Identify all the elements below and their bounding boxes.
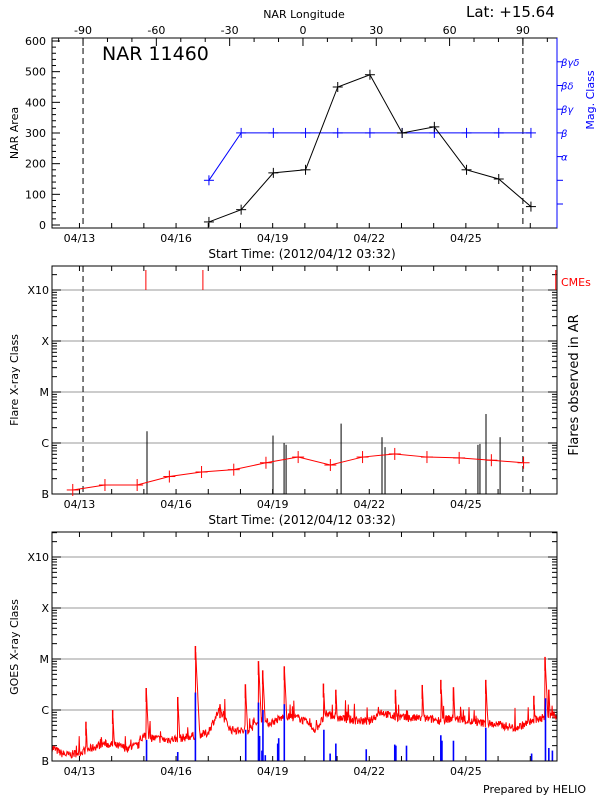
class-tick-label: C — [41, 704, 49, 717]
area-tick-label: 100 — [25, 188, 46, 201]
time-tick-label: 04/19 — [257, 232, 289, 245]
flare-panel: B C M X X10 04/13 04/16 04/19 04/22 04/25 — [27, 265, 558, 511]
goes-panel: B C M X X10 04/13 04/16 04/19 04/22 04/25 — [27, 531, 558, 778]
time-tick-label: 04/16 — [160, 498, 192, 511]
prepared-by-label: Prepared by HELIO — [483, 783, 586, 796]
mag-class-tick-label: β — [560, 129, 568, 140]
longitude-tick-label: -90 — [74, 24, 92, 37]
region-title: NAR 11460 — [102, 43, 209, 65]
longitude-tick-label: 90 — [516, 24, 530, 37]
class-tick-label: X10 — [27, 284, 49, 297]
goes-flux-line — [51, 651, 558, 759]
class-tick-label: M — [40, 653, 50, 666]
mag-class-tick-label: βδ — [560, 82, 574, 93]
area-tick-label: 400 — [25, 96, 46, 109]
area-tick-label: 300 — [25, 127, 46, 140]
time-tick-label: 04/22 — [353, 765, 385, 778]
time-tick-label: 04/16 — [160, 232, 192, 245]
nar-area-panel: 04/13 04/16 04/19 04/22 04/25010020030040050… — [25, 24, 579, 245]
class-tick-label: B — [41, 488, 49, 501]
cme-label: CMEs — [561, 276, 591, 289]
time-tick-label: 04/25 — [450, 765, 482, 778]
time-tick-label: 04/19 — [257, 498, 289, 511]
mag-class-tick-label: βγ — [560, 105, 574, 116]
longitude-tick-label: -60 — [147, 24, 165, 37]
mag-class-tick-label: α — [561, 153, 568, 164]
longitude-tick-label: 60 — [443, 24, 457, 37]
mag-class-line — [208, 132, 531, 181]
time-tick-label: 04/25 — [450, 498, 482, 511]
longitude-axis-title: NAR Longitude — [263, 8, 345, 21]
class-tick-label: X10 — [27, 551, 49, 564]
area-tick-label: 0 — [39, 219, 46, 232]
time-tick-label: 04/13 — [64, 765, 96, 778]
area-axis-title: NAR Area — [8, 107, 21, 159]
goes-class-axis-title: GOES X-ray Class — [8, 599, 21, 695]
time-tick-label: 04/16 — [160, 765, 192, 778]
class-tick-label: B — [41, 755, 49, 768]
flares-observed-axis-title: Flares observed in AR — [567, 314, 582, 455]
area-tick-label: 200 — [25, 158, 46, 171]
plot-frame — [51, 531, 558, 762]
area-tick-label: 500 — [25, 66, 46, 79]
mag-class-axis-title: Mag. Class — [584, 70, 597, 129]
area-line — [208, 74, 532, 223]
area-tick-label: 600 — [25, 35, 46, 48]
latitude-label: Lat: +15.64 — [466, 3, 555, 21]
longitude-tick-label: 0 — [299, 24, 306, 37]
panel1-time-axis-title: Start Time: (2012/04/12 03:32) — [208, 247, 395, 261]
class-tick-label: M — [40, 386, 50, 399]
time-tick-label: 04/13 — [64, 232, 96, 245]
longitude-tick-label: -30 — [221, 24, 239, 37]
flare-class-axis-title: Flare X-ray Class — [8, 334, 21, 426]
longitude-tick-label: 30 — [369, 24, 383, 37]
time-tick-label: 04/25 — [450, 232, 482, 245]
time-tick-label: 04/22 — [353, 498, 385, 511]
time-tick-label: 04/19 — [257, 765, 289, 778]
time-tick-label: 04/13 — [64, 498, 96, 511]
mag-class-tick-label: βγδ — [560, 58, 579, 69]
panel2-time-axis-title: Start Time: (2012/04/12 03:32) — [208, 513, 395, 527]
class-tick-label: X — [41, 602, 49, 615]
class-tick-label: C — [41, 437, 49, 450]
class-tick-label: X — [41, 335, 49, 348]
time-tick-label: 04/22 — [353, 232, 385, 245]
